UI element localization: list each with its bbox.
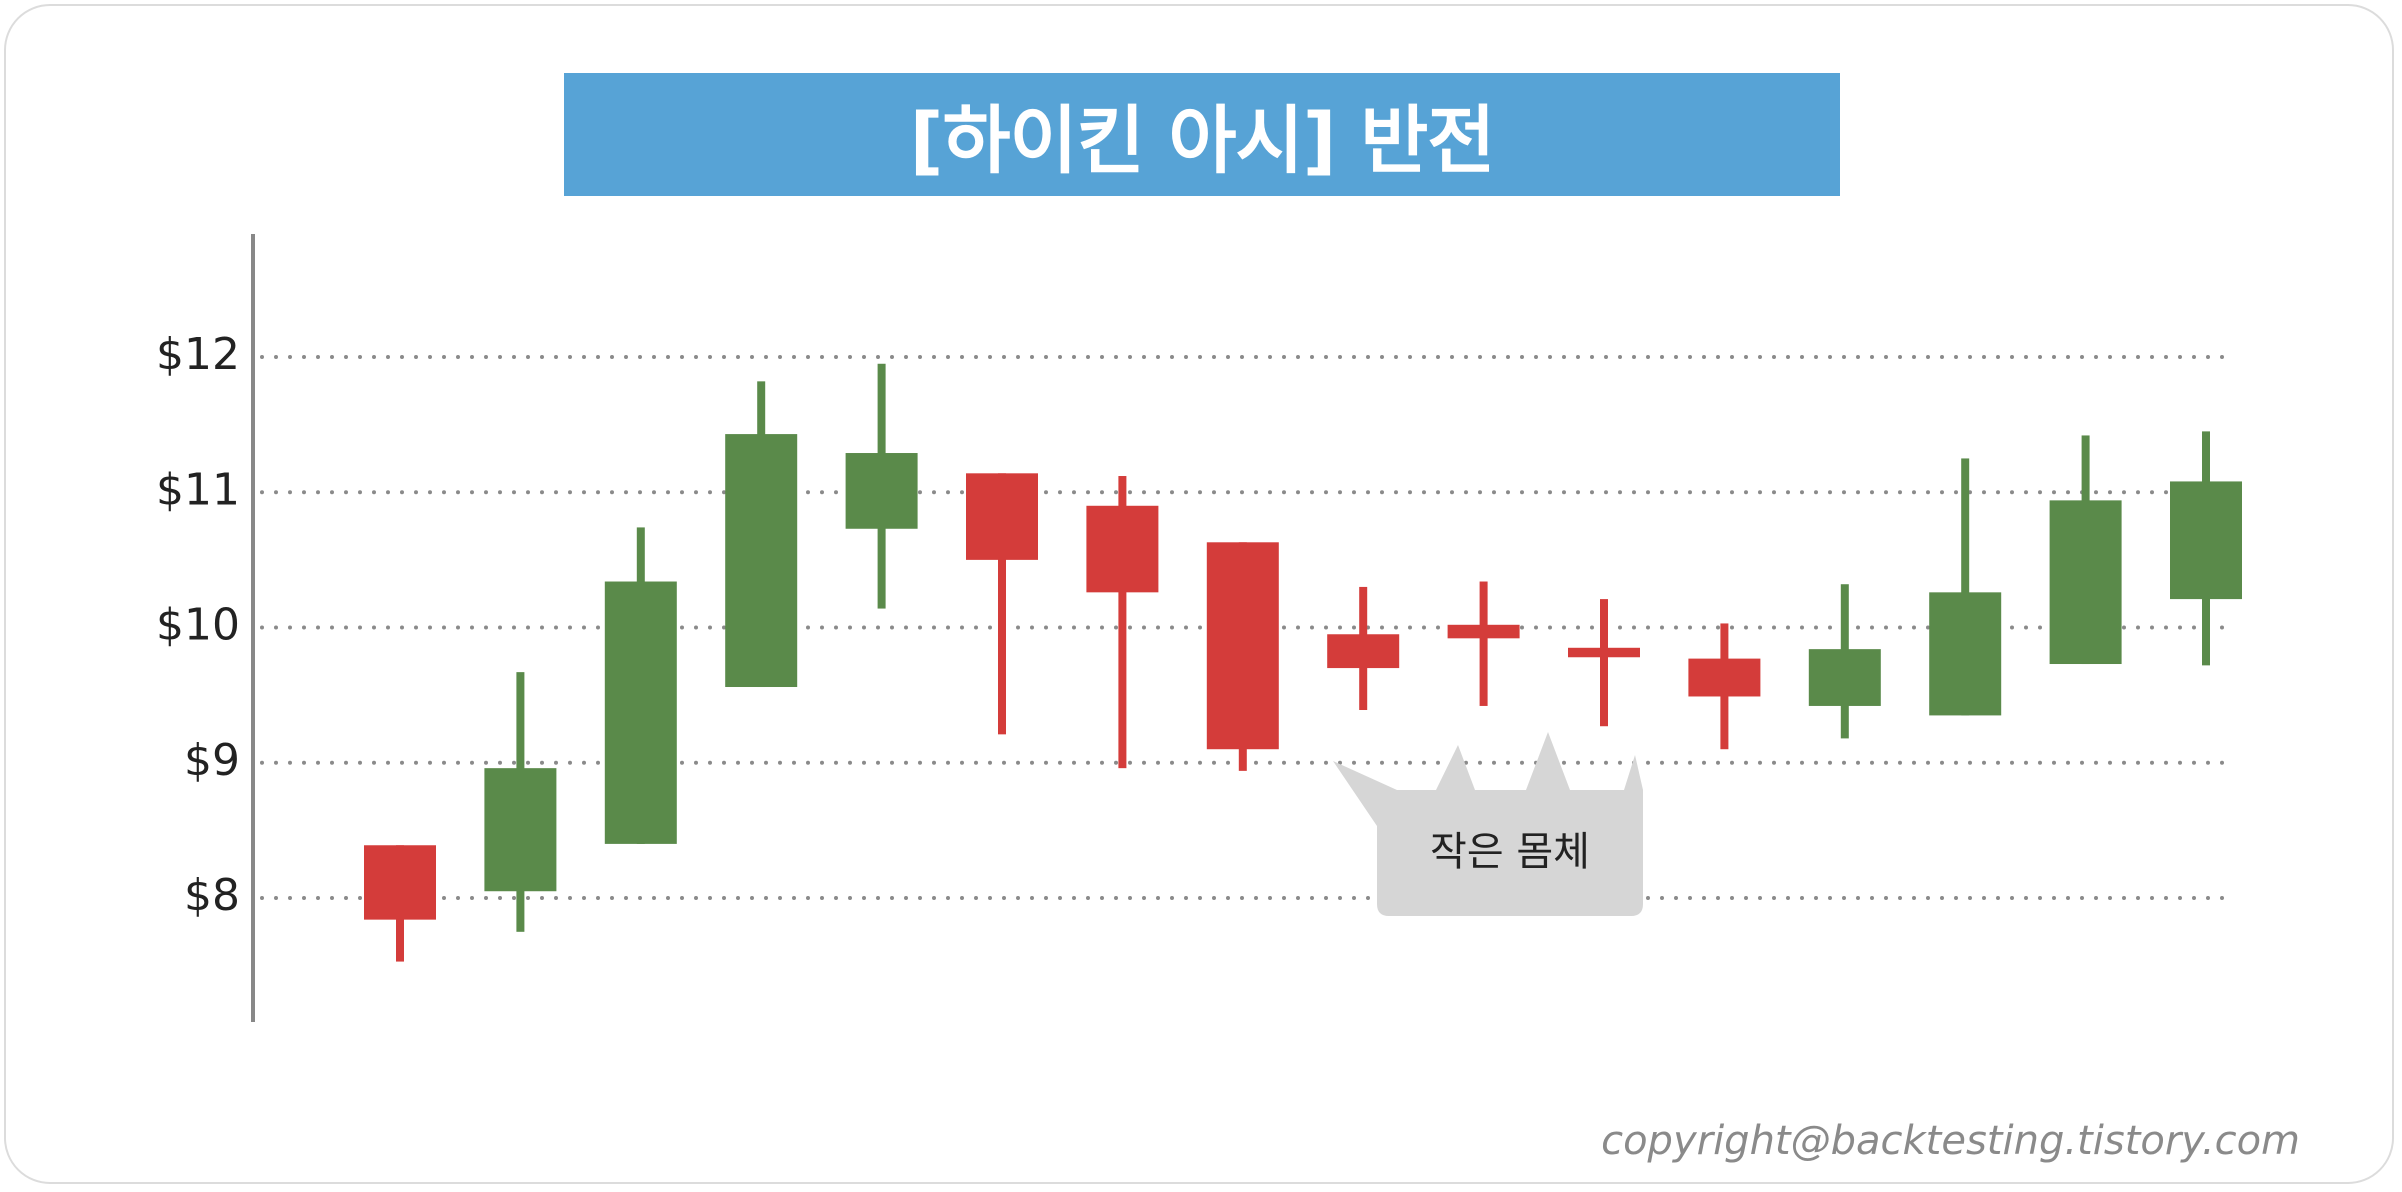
candle-body [1447, 624, 1520, 639]
candle-wick [1600, 599, 1608, 727]
candle [1688, 623, 1761, 750]
candle [364, 845, 436, 962]
candle [966, 473, 1038, 735]
callout-bubble [1333, 732, 1643, 916]
candles [364, 363, 2242, 962]
candle [1086, 476, 1159, 769]
candle-body [1568, 647, 1640, 658]
y-tick-label: $12 [156, 329, 240, 380]
candle [1206, 542, 1279, 771]
callout-label: 작은 몸체 [1430, 829, 1590, 875]
candle [2049, 435, 2122, 665]
candle-body [484, 768, 557, 892]
candle-wick [998, 473, 1006, 735]
chart-title-banner: [하이킨 아시] 반전 [564, 73, 1840, 196]
y-tick-label: $10 [156, 600, 240, 651]
candle-body [1688, 658, 1761, 697]
candle [1568, 599, 1640, 727]
candle-body [1808, 649, 1881, 706]
candle-body [725, 434, 798, 688]
chart-title: [하이킨 아시] 반전 [909, 98, 1496, 184]
y-tick-label: $8 [184, 870, 240, 921]
candle-body [966, 473, 1038, 560]
candle [845, 363, 918, 609]
candle-body [1327, 634, 1400, 669]
y-axis-tick-labels: $8 $9 $10 $11 $12 [156, 329, 240, 921]
candle [725, 381, 798, 688]
gridlines [260, 355, 2232, 900]
candle-body [2049, 500, 2122, 665]
candle [2170, 431, 2242, 666]
y-tick-label: $9 [184, 735, 240, 786]
candle [1327, 586, 1400, 711]
candle-body [845, 453, 918, 529]
candle-body [604, 581, 677, 844]
candle-wick [1118, 476, 1127, 769]
candle [1929, 458, 2002, 716]
candle-body [1086, 505, 1159, 593]
candle [484, 672, 557, 932]
candle-body [1206, 542, 1279, 750]
candle-wick [1479, 581, 1488, 706]
candle-wick [1961, 458, 1970, 716]
candle [604, 527, 677, 844]
candle-body [2170, 481, 2242, 600]
y-tick-label: $11 [156, 464, 240, 515]
title-banner-background [564, 73, 1840, 196]
small-body-callout: 작은 몸체 [1333, 732, 1643, 916]
candle-body [364, 845, 436, 920]
copyright-text: copyright@backtesting.tistory.com [1601, 1118, 2300, 1164]
candle [1808, 584, 1881, 739]
candle [1447, 581, 1520, 706]
candle-body [1929, 592, 2002, 716]
